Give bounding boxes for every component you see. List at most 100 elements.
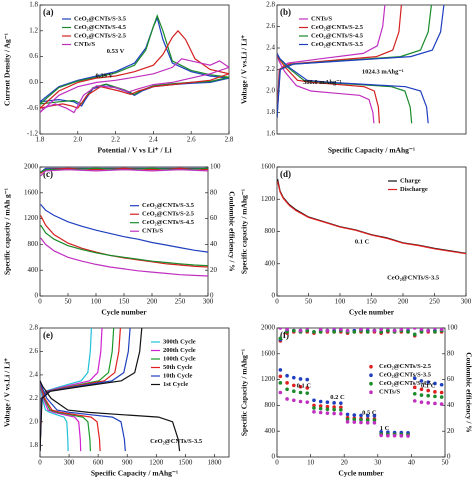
x-tick-label: 1.8 [36,136,45,144]
y-axis-label: Voltage / V vs.Li / Li⁺ [240,35,249,104]
data-point [406,328,410,330]
y-tick-label: 1200 [261,375,276,383]
y-tick-label: 800 [28,240,39,248]
data-point [305,328,310,333]
data-point [318,404,323,408]
annotation: 0.1 C [297,383,312,390]
x-tick-label: 2.0 [73,136,82,144]
x-tick-label: 50 [65,298,73,306]
annotation: 0.5 C [362,410,377,417]
data-point [312,398,316,403]
x-tick-label: 200 [398,298,409,306]
y2-axis-label: Coulombic efficiency / % [227,191,236,272]
y2-tick-label: 60 [447,375,455,383]
data-point [419,387,424,392]
panel-label: (c) [43,169,53,179]
y-tick-label: 1.8 [29,441,38,449]
data-point [339,408,343,412]
x-tick-label: 0 [38,298,42,306]
y-tick-label: 2.2 [29,394,38,402]
y-tick-label: 2.0 [266,87,275,95]
panel-label: (b) [280,7,291,17]
data-point [406,434,410,438]
annotation: CeO₂@CNTs/S-3.5 [150,438,203,445]
data-point [359,328,363,332]
data-point [426,388,431,393]
data-point [325,407,330,412]
x-tick-label: 250 [175,298,186,306]
plot-frame [39,166,209,297]
data-line [40,14,229,105]
data-point [305,391,310,395]
data-point [433,390,437,394]
data-point [305,328,310,330]
data-point [278,336,283,341]
annotation: 0.39 V [95,72,113,79]
data-point [412,332,417,337]
x-tick-label: 2.6 [187,136,196,144]
annotation: 0.1 C [355,238,370,245]
annotation: 0.53 V [107,48,125,55]
data-point [318,399,323,404]
data-point [359,418,363,422]
data-point [318,406,323,411]
panel: 0 300 600 900 1200 1500 1800 1.8 2.0 2.2 2.4 2.6 2.8… [3,324,230,478]
data-point [325,404,330,409]
y-tick-label: 1200 [24,214,39,222]
y-tick-label: 0.0 [29,78,38,86]
x-tick-label: 30 [374,459,382,467]
legend-marker [369,373,373,378]
annotation: 0.2 C [330,394,345,401]
data-point [332,330,336,334]
data-point [305,377,310,382]
data-line [40,168,208,177]
legend-label: CeO₂@CNTs/S-3.5 [311,41,364,48]
panel-label: (a) [43,7,54,17]
data-point [412,391,417,396]
data-point [278,368,283,372]
data-point [312,403,316,408]
data-line [277,181,466,255]
y-tick-label: 400 [265,427,276,435]
x-tick-label: 1800 [207,459,222,467]
data-point [433,401,437,406]
legend-label: CeO₂@CNTs/S-3.5 [142,202,195,209]
panel-label: (f) [280,330,289,340]
data-point [292,389,296,394]
data-point [305,386,310,390]
y-tick-label: 2.4 [266,44,275,52]
data-point [419,330,424,334]
legend-label: 50th Cycle [163,364,193,371]
panel: 1.8 2.0 2.2 2.4 2.6 2.8 -1.2 -0.6 0.0 0.6 1.2 1.8 Po… [3,1,234,155]
data-point [339,405,343,410]
data-point [278,390,283,395]
x-tick-label: 100 [91,298,102,306]
data-line [40,58,229,114]
data-line [277,5,445,124]
y2-tick-label: 100 [447,324,458,332]
y2-tick-label: 100 [210,163,221,171]
legend-label: 100th Cycle [163,355,196,362]
y-tick-label: 0 [272,453,276,461]
data-line [40,204,208,253]
data-point [439,402,444,406]
legend-label: CNTs/S [311,15,332,22]
legend-label: CeO₂@CNTs/S-2.5 [379,363,432,370]
data-point [412,328,417,330]
y-tick-label: 1200 [261,195,276,203]
data-point [439,328,444,332]
data-point [386,433,390,438]
data-point [426,393,431,398]
data-point [345,412,350,417]
x-tick-label: 40 [408,459,416,467]
data-point [386,328,390,333]
legend-label: CeO₂@CNTs/S-3.5 [379,372,432,379]
x-tick-label: 1200 [149,459,164,467]
x-tick-label: 0 [275,459,279,467]
data-point [419,400,424,404]
data-point [426,401,431,405]
y-tick-label: 2.2 [266,65,275,73]
data-point [292,375,296,380]
data-point [332,411,336,416]
